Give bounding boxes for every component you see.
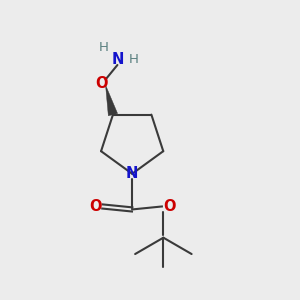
Text: H: H: [99, 41, 109, 54]
Polygon shape: [106, 85, 118, 116]
Text: N: N: [126, 166, 138, 181]
Text: O: O: [96, 76, 108, 91]
Text: N: N: [111, 52, 124, 67]
Text: O: O: [163, 199, 176, 214]
Text: H: H: [129, 53, 139, 66]
Text: O: O: [89, 199, 101, 214]
